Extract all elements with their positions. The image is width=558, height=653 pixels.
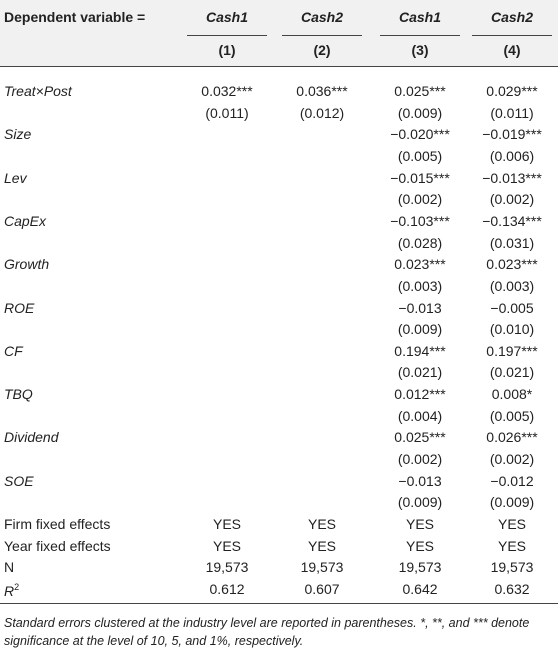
coefficient: −0.012	[490, 472, 534, 489]
summary-value: YES	[405, 516, 435, 532]
summary-value: YES	[212, 516, 242, 532]
column-rule	[472, 35, 552, 36]
coefficient: −0.005	[490, 299, 534, 316]
standard-error: (0.009)	[397, 104, 443, 121]
standard-error: (0.003)	[397, 277, 443, 294]
summary-value: 0.632	[494, 580, 530, 597]
standard-error: (0.031)	[489, 234, 535, 251]
standard-error: (0.028)	[397, 234, 443, 251]
column-rule	[380, 35, 460, 36]
summary-value: 0.612	[209, 580, 245, 597]
summary-value: 19,573	[205, 559, 249, 576]
column-rule	[282, 35, 362, 36]
dependent-label: Dependent variable =	[4, 9, 146, 25]
coefficient: 0.025***	[394, 429, 446, 446]
standard-error: (0.011)	[205, 104, 249, 121]
variable-label: Treat×Post	[4, 83, 72, 99]
coefficient: −0.020***	[390, 126, 450, 143]
footnote: Standard errors clustered at the industr…	[4, 616, 530, 648]
summary-value: YES	[497, 537, 527, 554]
column-number: (3)	[411, 42, 429, 58]
summary-value: YES	[307, 516, 337, 532]
standard-error: (0.002)	[489, 191, 535, 208]
coefficient: −0.013	[398, 299, 442, 316]
column-name: Cash2	[490, 9, 534, 25]
standard-error: (0.003)	[489, 277, 535, 294]
summary-value: YES	[307, 537, 337, 554]
column-number: (2)	[313, 42, 331, 58]
summary-label-text: R	[4, 582, 15, 599]
standard-error: (0.021)	[489, 364, 535, 381]
column-name: Cash2	[300, 9, 344, 25]
variable-label: TBQ	[4, 386, 33, 403]
standard-error: (0.006)	[489, 147, 535, 164]
summary-label-superscript: 2	[14, 582, 20, 593]
coefficient: −0.134***	[482, 212, 542, 229]
variable-label: CapEx	[4, 212, 47, 229]
header-shade	[0, 0, 558, 66]
summary-label: N	[4, 558, 14, 576]
coefficient: −0.015***	[390, 169, 450, 186]
variable-label: Lev	[4, 169, 27, 186]
coefficient: −0.013	[398, 472, 442, 489]
summary-value: YES	[497, 516, 527, 532]
coefficient: 0.032***	[201, 83, 253, 99]
standard-error: (0.011)	[490, 104, 534, 121]
summary-label: R2	[4, 578, 19, 600]
column-number: (1)	[218, 42, 236, 58]
variable-label: Size	[4, 126, 32, 143]
coefficient: 0.029***	[486, 83, 538, 99]
standard-error: (0.002)	[397, 191, 443, 208]
column-name: Cash1	[205, 9, 249, 25]
standard-error: (0.005)	[397, 147, 443, 164]
summary-label-text: Year fixed effects	[4, 537, 111, 554]
coefficient: −0.019***	[482, 126, 542, 143]
coefficient: 0.194***	[394, 342, 446, 359]
standard-error: (0.002)	[397, 451, 443, 468]
variable-label: Growth	[4, 256, 50, 273]
standard-error: (0.010)	[489, 321, 535, 338]
column-name: Cash1	[398, 9, 442, 25]
standard-error: (0.009)	[397, 494, 443, 511]
variable-label: SOE	[4, 472, 34, 489]
standard-error: (0.009)	[397, 321, 443, 338]
standard-error: (0.021)	[397, 364, 443, 381]
summary-value: YES	[212, 537, 242, 554]
column-number: (4)	[503, 42, 521, 58]
coefficient: −0.013***	[482, 169, 542, 186]
summary-label: Year fixed effects	[4, 537, 111, 555]
standard-error: (0.009)	[489, 494, 535, 511]
coefficient: 0.025***	[394, 83, 446, 99]
standard-error: (0.004)	[397, 407, 443, 424]
coefficient: 0.008*	[491, 386, 533, 403]
variable-label: CF	[4, 342, 23, 359]
summary-value: YES	[405, 537, 435, 554]
summary-value: 19,573	[300, 559, 344, 576]
standard-error: (0.012)	[299, 104, 345, 121]
coefficient: 0.023***	[394, 256, 446, 273]
coefficient: 0.036***	[296, 83, 348, 99]
coefficient: 0.023***	[486, 256, 538, 273]
summary-value: 19,573	[490, 559, 534, 576]
column-rule	[187, 35, 267, 36]
variable-label: ROE	[4, 299, 35, 316]
standard-error: (0.002)	[489, 451, 535, 468]
header-rule	[0, 66, 558, 67]
summary-label: Firm fixed effects	[4, 515, 110, 533]
summary-value: 0.642	[402, 580, 438, 597]
variable-label: Dividend	[4, 429, 59, 446]
summary-label-text: N	[4, 559, 15, 576]
summary-value: 0.607	[304, 580, 340, 597]
bottom-rule	[0, 603, 558, 604]
coefficient: 0.012***	[394, 386, 446, 403]
coefficient: 0.026***	[486, 429, 538, 446]
coefficient: −0.103***	[390, 212, 450, 229]
summary-label-text: Firm fixed effects	[4, 516, 111, 532]
summary-value: 19,573	[398, 559, 442, 576]
standard-error: (0.005)	[489, 407, 535, 424]
coefficient: 0.197***	[486, 342, 538, 359]
